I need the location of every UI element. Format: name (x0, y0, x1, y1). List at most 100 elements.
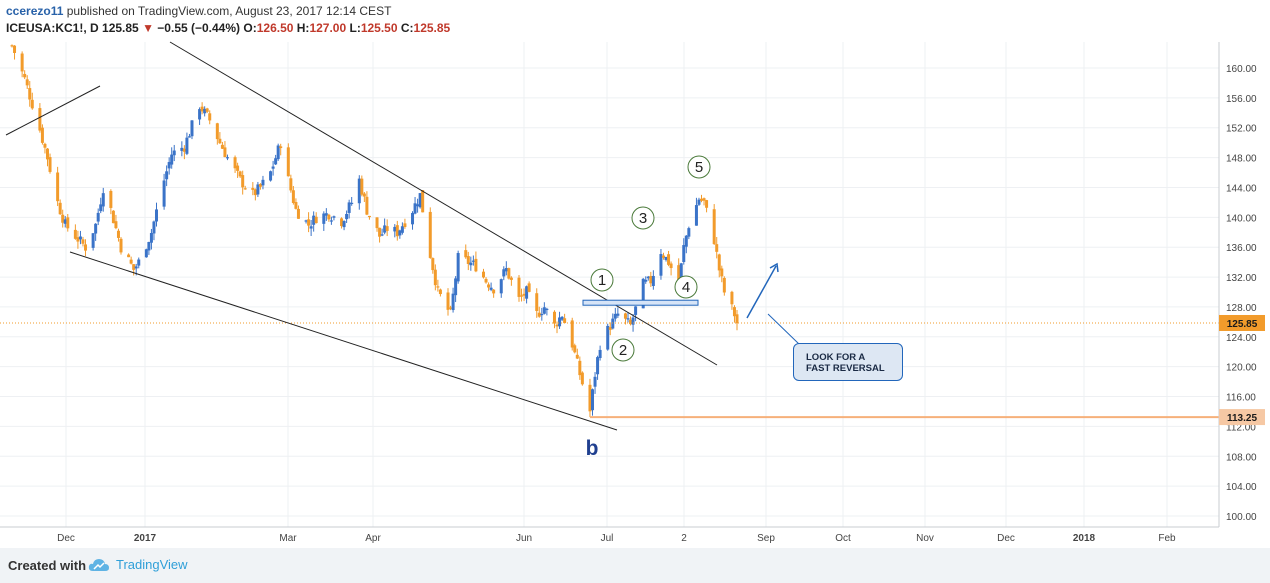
wave-1-level-box (582, 299, 699, 306)
wave-2-circle (611, 338, 635, 362)
author-link[interactable]: ccerezo11 (6, 4, 64, 18)
y-tick-label: 148.00 (1226, 154, 1257, 165)
x-tick-label: 2017 (134, 533, 157, 544)
candle-body (132, 264, 136, 270)
candle-body (271, 166, 275, 169)
candle-body (73, 229, 77, 239)
candle-body (720, 268, 724, 277)
candle-body (712, 209, 716, 245)
candle-body (667, 254, 671, 265)
candle-body (715, 244, 719, 252)
candle-body (256, 184, 260, 195)
candle-body (365, 196, 369, 215)
candle-body (198, 109, 202, 120)
candle-body (474, 258, 478, 272)
tradingview-link[interactable]: TradingView (88, 557, 188, 572)
candle-body (611, 318, 615, 329)
y-tick-label: 100.00 (1226, 512, 1257, 523)
candle-body (555, 324, 559, 327)
candle-body (403, 223, 407, 227)
candle-body (669, 263, 673, 269)
candle-body (312, 215, 316, 225)
candle-body (367, 215, 371, 218)
y-tick-label: 136.00 (1226, 243, 1257, 254)
cloud-logo-icon (88, 558, 109, 571)
candle-body (48, 157, 52, 172)
candle-body (684, 235, 688, 247)
candle-body (238, 171, 242, 177)
candle-body (154, 209, 158, 222)
candle-body (162, 180, 166, 207)
candle-body (558, 317, 562, 327)
candle-body (682, 245, 686, 263)
candle-body (428, 211, 432, 258)
candle-body (499, 279, 503, 294)
candle-body (20, 53, 24, 72)
candle-body (127, 254, 131, 258)
last-price: 125.85 (102, 21, 139, 35)
wave-4-label: 4 (682, 279, 690, 296)
candle-body (61, 214, 65, 223)
candle-body (43, 143, 47, 148)
candle-body (606, 325, 610, 350)
callout-pointer (767, 313, 801, 346)
x-tick-label: Apr (365, 533, 381, 544)
candle-body (304, 220, 308, 222)
candle-body (507, 268, 511, 279)
y-tick-label: 132.00 (1226, 273, 1257, 284)
candle-body (385, 226, 389, 231)
candle-body (398, 230, 402, 236)
candle-body (509, 277, 513, 280)
candle-body (400, 226, 404, 233)
candle-body (152, 221, 156, 234)
candle-body (431, 258, 435, 271)
candle-body (314, 216, 318, 224)
wave-4-circle (674, 275, 698, 299)
down-arrow-icon: ▼ (142, 21, 154, 35)
footer: Created with TradingView (0, 548, 1270, 583)
candle-body (492, 289, 496, 294)
candle-body (30, 99, 34, 109)
candle-body (659, 254, 663, 276)
x-tick-label: Nov (916, 533, 934, 544)
grid-lines (0, 42, 1219, 527)
candle-body (651, 275, 655, 287)
drawing-overlays (0, 41, 1219, 431)
y-tick-label: 156.00 (1226, 94, 1257, 105)
candle-body (466, 256, 470, 264)
candle-body (134, 266, 138, 269)
price-chart[interactable]: 160.00 156.00 152.00 148.00 144.00 140.00 136.… (0, 0, 1270, 548)
candle-body (596, 357, 600, 375)
y-tick-label: 124.00 (1226, 333, 1257, 344)
candle-body (332, 216, 336, 218)
publish-text: published on TradingView.com, August 23,… (66, 4, 392, 18)
candle-body (732, 307, 736, 317)
candle-body (215, 123, 219, 140)
candle-body (274, 158, 278, 165)
candle-body (520, 295, 524, 297)
x-tick-label: Sep (757, 533, 775, 544)
candle-body (225, 157, 229, 159)
candle-body (626, 318, 630, 320)
reversal-callout: LOOK FOR A FAST REVERSAL (793, 343, 903, 381)
candle-body (484, 278, 488, 283)
candle-body (10, 45, 14, 47)
candle-body (357, 178, 361, 204)
current-price-tag: 125.85 (1227, 319, 1258, 330)
symbol-name: ICEUSA:KC1!, D (6, 21, 99, 35)
y-tick-label: 112.00 (1226, 422, 1256, 433)
candle-body (172, 150, 176, 156)
close-label: C: (400, 21, 414, 35)
callout-line-1: LOOK FOR A (806, 352, 866, 363)
close-value: 125.85 (413, 21, 451, 35)
candle-body (454, 278, 458, 296)
candle-body (279, 146, 283, 149)
candle-body (677, 265, 681, 285)
candle-body (631, 317, 635, 325)
reversal-arrow-line (746, 265, 777, 319)
candle-body (137, 259, 141, 266)
wave-b-label: b (586, 437, 599, 460)
wave-1-circle (590, 268, 614, 292)
x-tick-label: Feb (1158, 533, 1176, 544)
candle-body (329, 220, 333, 222)
